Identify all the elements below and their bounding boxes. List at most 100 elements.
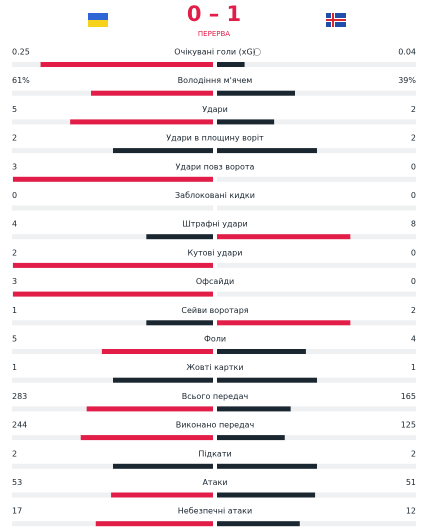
home-value: 3 (12, 277, 17, 286)
away-value: 2 (411, 449, 416, 458)
bar-track (217, 119, 416, 125)
home-bar (13, 291, 213, 297)
away-bar (217, 234, 351, 240)
home-value: 1 (12, 306, 17, 315)
bar-track (217, 262, 416, 268)
stat-label: Підкати (198, 449, 231, 458)
away-value: 12 (406, 507, 416, 516)
away-bar (217, 492, 316, 498)
home-bar (86, 406, 213, 412)
away-value: 2 (411, 105, 416, 114)
bar-track (217, 62, 416, 67)
away-value: 4 (411, 335, 416, 344)
stat-label: Сейви воротаря (181, 306, 248, 315)
home-bar (101, 349, 213, 354)
away-bar (217, 119, 275, 125)
home-bar (146, 320, 213, 326)
stat-label: Виконано передач (176, 421, 255, 430)
home-value: 17 (12, 507, 22, 516)
match-status: ПЕРЕРВА (198, 30, 230, 38)
away-value: 2 (411, 134, 416, 143)
away-value: 1 (411, 363, 416, 372)
bar-track (12, 148, 213, 154)
home-bar (13, 262, 213, 268)
away-bar (217, 406, 291, 412)
stat-label: Заблоковані кидки (175, 191, 255, 200)
away-value: 8 (411, 220, 416, 229)
away-value: 0 (411, 191, 416, 200)
stat-label: Штрафні удари (182, 220, 247, 229)
home-bar (80, 435, 214, 441)
away-value: 0 (411, 248, 416, 257)
home-bar (113, 377, 213, 383)
bar-track (12, 234, 213, 240)
away-bar (217, 90, 295, 96)
bar-track (217, 521, 416, 527)
away-flag (326, 13, 346, 27)
home-value: 5 (12, 105, 17, 114)
bar-track (217, 291, 416, 297)
stat-label: Удари в площину воріт (166, 134, 264, 143)
stat-label: Всього передач (182, 392, 248, 401)
home-value: 53 (12, 478, 22, 487)
home-bar (113, 148, 213, 154)
away-value: 0.04 (398, 48, 416, 57)
info-icon (253, 48, 261, 56)
away-bar (217, 521, 300, 527)
stat-label: Удари (202, 105, 228, 114)
away-bar (217, 377, 317, 383)
home-bar (13, 176, 213, 182)
away-value: 0 (411, 162, 416, 171)
home-value: 0.25 (12, 48, 30, 57)
away-value: 39% (398, 76, 416, 85)
bar-track (217, 492, 416, 498)
away-value: 2 (411, 306, 416, 315)
home-value: 283 (12, 392, 27, 401)
bar-track (217, 435, 416, 441)
home-bar (111, 492, 213, 498)
home-bar (146, 234, 213, 240)
stat-label: Володіння м'ячем (178, 76, 253, 85)
home-bar (113, 463, 213, 469)
home-value: 61% (12, 76, 30, 85)
bar-track (12, 463, 213, 469)
home-value: 0 (12, 191, 17, 200)
bar-track (12, 320, 213, 326)
home-flag (88, 13, 108, 27)
home-value: 4 (12, 220, 17, 229)
home-bar (70, 119, 214, 125)
stat-label: Удари повз ворота (176, 162, 255, 171)
stat-label: Очікувані голи (xG) (174, 48, 256, 57)
away-value: 165 (401, 392, 416, 401)
away-value: 51 (406, 478, 416, 487)
home-value: 5 (12, 335, 17, 344)
stat-label: Жовті картки (186, 363, 243, 372)
home-value: 1 (12, 363, 17, 372)
away-value: 125 (401, 421, 416, 430)
stat-label: Фоли (204, 335, 226, 344)
away-bar (217, 463, 317, 469)
bar-track (12, 377, 213, 383)
home-bar (40, 62, 213, 67)
away-bar (217, 62, 245, 67)
stat-label: Кутові удари (188, 248, 243, 257)
bar-track (217, 406, 416, 412)
home-bar (91, 90, 213, 96)
bar-track (217, 349, 416, 354)
bar-track (12, 205, 213, 211)
away-bar (217, 349, 306, 354)
score: 0 – 1 (187, 2, 241, 26)
home-value: 244 (12, 421, 27, 430)
bar-track (217, 90, 416, 96)
stat-label: Небезпечні атаки (178, 507, 252, 516)
away-bar (217, 320, 351, 326)
bar-track (217, 205, 416, 211)
bar-track (217, 176, 416, 182)
home-value: 2 (12, 248, 17, 257)
home-bar (95, 521, 213, 527)
home-value: 3 (12, 162, 17, 171)
away-bar (217, 435, 285, 441)
home-value: 2 (12, 449, 17, 458)
stat-label: Офсайди (196, 277, 234, 286)
